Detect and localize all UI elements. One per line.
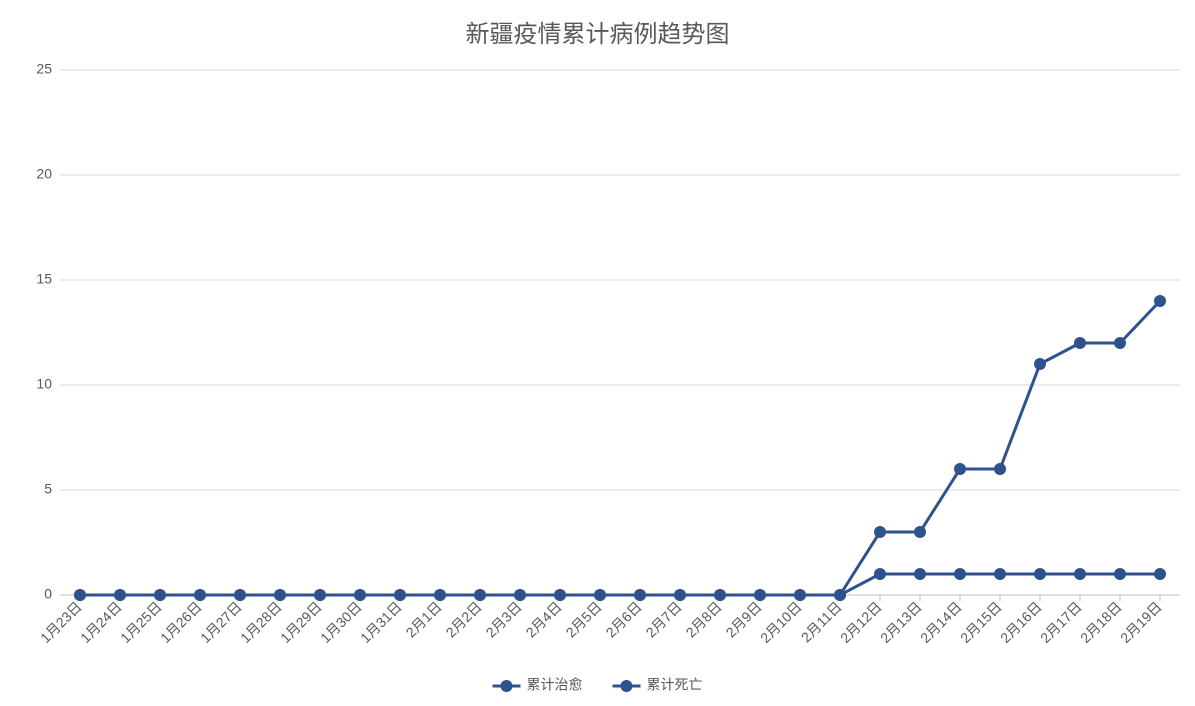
series-marker xyxy=(514,589,526,601)
series-marker xyxy=(354,589,366,601)
series-marker xyxy=(994,463,1006,475)
series-marker xyxy=(794,589,806,601)
series-marker xyxy=(1074,337,1086,349)
series-marker xyxy=(874,526,886,538)
series-marker xyxy=(914,568,926,580)
series-marker xyxy=(714,589,726,601)
series-marker xyxy=(114,589,126,601)
series-marker xyxy=(474,589,486,601)
series-marker xyxy=(1034,358,1046,370)
series-marker xyxy=(674,589,686,601)
y-tick-label: 20 xyxy=(36,166,52,182)
y-tick-label: 5 xyxy=(44,481,52,497)
series-marker xyxy=(154,589,166,601)
series-marker xyxy=(874,568,886,580)
series-marker xyxy=(74,589,86,601)
series-marker xyxy=(1154,568,1166,580)
series-marker xyxy=(194,589,206,601)
chart-title: 新疆疫情累计病例趋势图 xyxy=(466,21,730,48)
y-tick-label: 15 xyxy=(36,271,52,287)
series-marker xyxy=(1154,295,1166,307)
series-marker xyxy=(834,589,846,601)
series-marker xyxy=(554,589,566,601)
series-marker xyxy=(1114,568,1126,580)
series-marker xyxy=(1034,568,1046,580)
line-chart: 新疆疫情累计病例趋势图05101520251月23日1月24日1月25日1月26… xyxy=(0,0,1195,706)
series-marker xyxy=(434,589,446,601)
legend-label: 累计治愈 xyxy=(527,677,583,693)
series-marker xyxy=(754,589,766,601)
series-marker xyxy=(914,526,926,538)
series-marker xyxy=(1074,568,1086,580)
series-marker xyxy=(634,589,646,601)
series-marker xyxy=(274,589,286,601)
legend-label: 累计死亡 xyxy=(647,677,703,693)
series-marker xyxy=(954,463,966,475)
series-marker xyxy=(954,568,966,580)
series-marker xyxy=(1114,337,1126,349)
series-marker xyxy=(594,589,606,601)
series-marker xyxy=(234,589,246,601)
series-marker xyxy=(994,568,1006,580)
series-marker xyxy=(314,589,326,601)
y-tick-label: 25 xyxy=(36,61,52,77)
y-tick-label: 0 xyxy=(44,586,52,602)
series-marker xyxy=(394,589,406,601)
y-tick-label: 10 xyxy=(36,376,52,392)
